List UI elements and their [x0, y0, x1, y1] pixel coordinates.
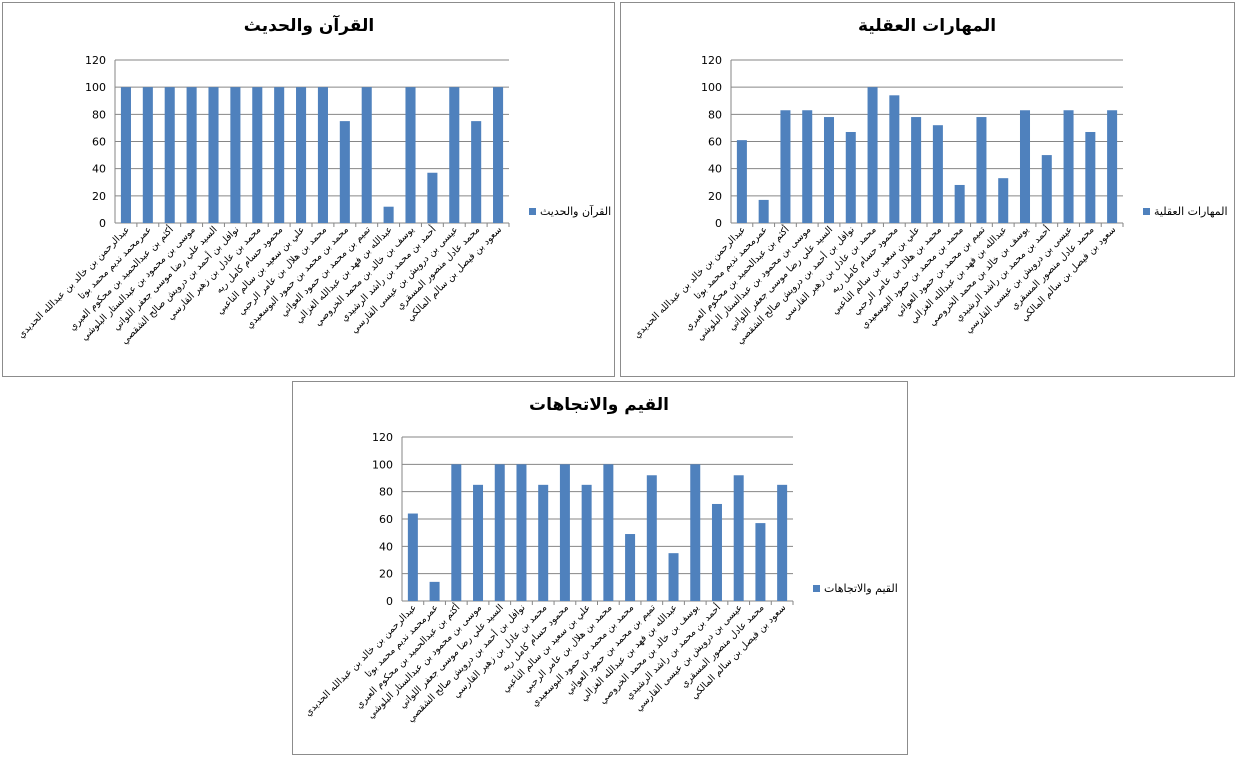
chart-panel-mental-skills: المهارات العقلية 0 20 40 60 80 100 120 عبدالرحم… [620, 2, 1235, 377]
bar [208, 87, 219, 224]
y-tick-label: 60 [379, 513, 393, 526]
bar [1019, 110, 1031, 223]
bar [317, 87, 328, 224]
bar-chart-values-attitudes: القيم والاتجاهات 020406080100120عبدالرحم… [303, 395, 898, 725]
y-tick-label: 40 [379, 540, 393, 553]
bar [976, 117, 987, 223]
legend-swatch [813, 585, 820, 592]
y-tick-label: 60 [708, 136, 722, 149]
y-tick-label: 20 [92, 190, 106, 203]
y-tick-label: 60 [92, 136, 106, 149]
chart-panel-quran-hadith: القرآن والحديث 0 20 40 60 80 100 120 عبدالرحمن … [2, 2, 615, 377]
y-tick-label: 0 [99, 217, 106, 230]
bar [427, 172, 438, 223]
bar [736, 140, 747, 223]
y-tick-label: 0 [715, 217, 722, 230]
bar-chart-quran-hadith: القرآن والحديث 020406080100120عبدالرحمن … [16, 14, 611, 347]
legend-swatch [529, 208, 536, 215]
legend-label: المهارات العقلية [1154, 205, 1228, 218]
bar [823, 117, 835, 223]
bar [954, 184, 965, 223]
bar [383, 206, 394, 223]
bar [889, 95, 900, 223]
bar [538, 484, 549, 601]
bar [1085, 131, 1096, 223]
bar [758, 199, 769, 223]
bar [581, 484, 592, 601]
y-tick-label: 40 [708, 163, 722, 176]
y-tick-label: 80 [92, 108, 106, 121]
bar [646, 475, 657, 601]
bar [845, 131, 856, 223]
bar [1041, 155, 1052, 223]
y-tick-label: 20 [708, 190, 722, 203]
bar [755, 523, 766, 601]
bar [407, 513, 418, 601]
y-tick-label: 80 [708, 108, 722, 121]
bar [867, 87, 878, 224]
chart-title: القرآن والحديث [244, 14, 375, 36]
y-tick-label: 120 [372, 431, 393, 444]
bar [603, 464, 614, 601]
bar [1063, 110, 1074, 223]
bar [516, 464, 527, 601]
bar [777, 484, 788, 601]
bar [998, 178, 1009, 223]
bar [339, 121, 350, 223]
y-tick-label: 100 [701, 81, 722, 94]
bar [164, 87, 175, 224]
y-tick-label: 0 [386, 595, 393, 608]
chart-title: القيم والاتجاهات [529, 395, 669, 415]
legend-label: القيم والاتجاهات [824, 582, 898, 595]
bar [780, 110, 791, 223]
bar [494, 464, 505, 601]
y-tick-label: 100 [85, 81, 106, 94]
bar [471, 121, 482, 223]
y-tick-label: 40 [92, 163, 106, 176]
chart-panel-values-attitudes: القيم والاتجاهات 0 20 40 60 80 100 120 عبدالرحم… [292, 381, 908, 755]
legend-swatch [1143, 208, 1150, 215]
bar [296, 87, 307, 224]
bar [625, 534, 636, 601]
legend-label: القرآن والحديث [540, 204, 611, 218]
bar-chart-mental-skills: المهارات العقلية 020406080100120عبدالرحم… [632, 16, 1228, 347]
y-tick-label: 120 [701, 54, 722, 67]
bar [802, 110, 813, 223]
y-tick-label: 120 [85, 54, 106, 67]
bar [711, 503, 722, 601]
bar [932, 125, 943, 223]
bar [142, 87, 153, 224]
bar [473, 484, 484, 601]
bar [493, 87, 504, 224]
bar [186, 87, 197, 224]
bar [405, 87, 416, 224]
bar [451, 464, 462, 601]
bar [429, 581, 440, 601]
bar [120, 87, 131, 224]
bar [361, 87, 372, 224]
bar [559, 464, 570, 601]
bar [230, 87, 241, 224]
bar [449, 87, 460, 224]
bar [1107, 110, 1118, 223]
bar [668, 553, 679, 601]
bar [733, 475, 744, 601]
bar [911, 117, 922, 223]
chart-title: المهارات العقلية [858, 16, 996, 36]
bar [690, 464, 701, 601]
y-tick-label: 80 [379, 486, 393, 499]
bar [252, 87, 263, 224]
bar [274, 87, 285, 224]
y-tick-label: 100 [372, 458, 393, 471]
y-tick-label: 20 [379, 568, 393, 581]
